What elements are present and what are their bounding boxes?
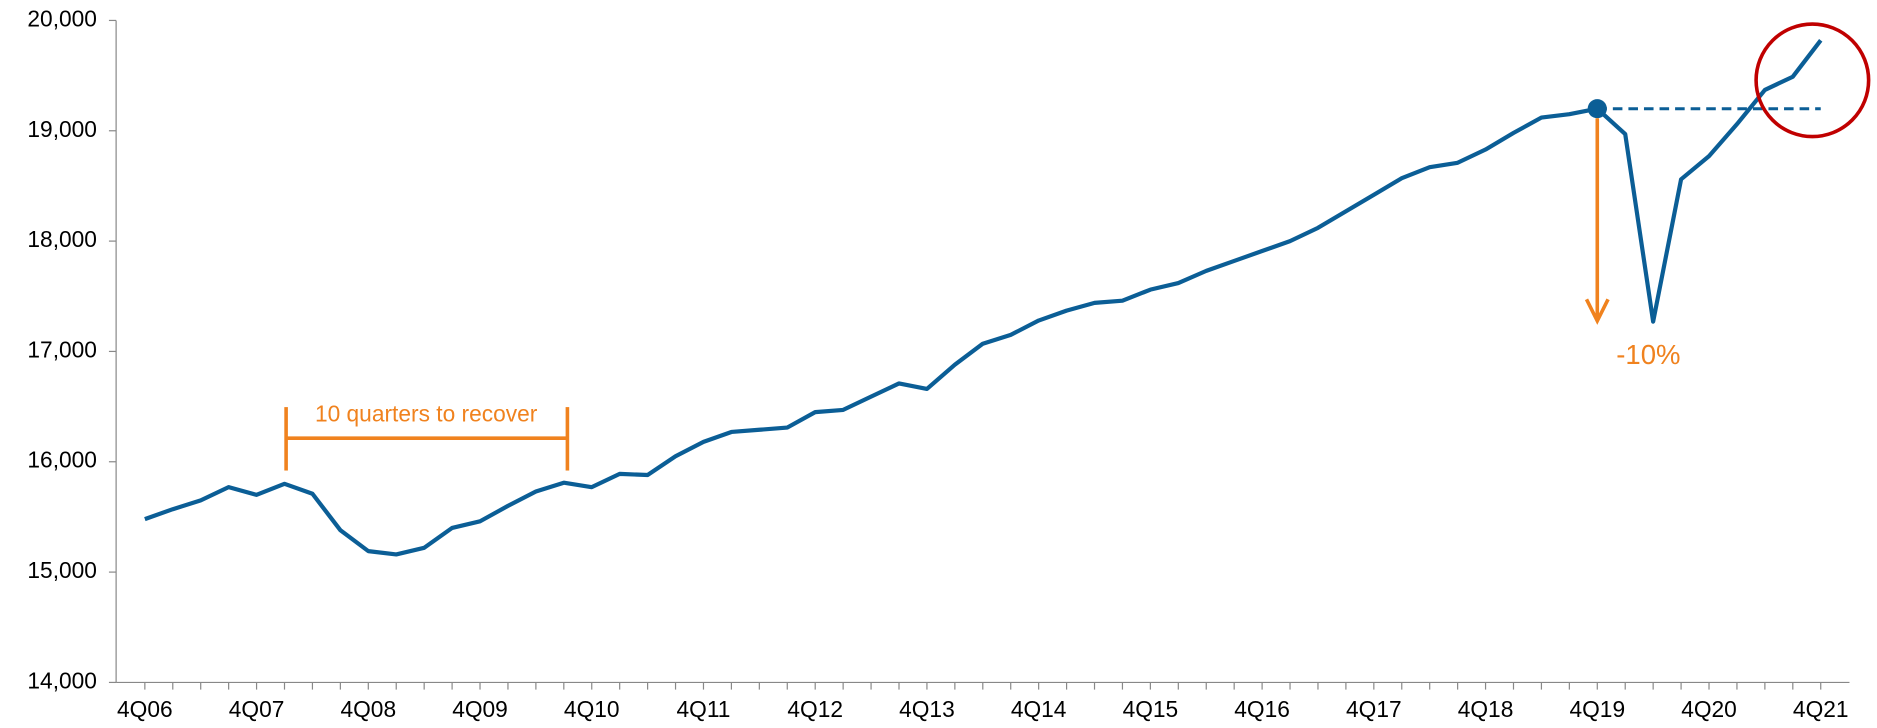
highlight-circle bbox=[1754, 22, 1871, 139]
x-tick-label: 4Q14 bbox=[1011, 696, 1067, 722]
series-line bbox=[144, 39, 1823, 557]
x-tick-label: 4Q06 bbox=[117, 696, 173, 722]
y-tick-label: 18,000 bbox=[27, 226, 97, 252]
x-tick-label: 4Q19 bbox=[1569, 696, 1625, 722]
y-tick-label: 14,000 bbox=[27, 667, 97, 693]
x-tick-label: 4Q20 bbox=[1681, 696, 1737, 722]
x-tick-label: 4Q16 bbox=[1234, 696, 1290, 722]
y-tick-label: 16,000 bbox=[27, 447, 97, 473]
x-tick-label: 4Q08 bbox=[340, 696, 396, 722]
recovery-annotation: 10 quarters to recover bbox=[315, 400, 538, 426]
x-tick-label: 4Q07 bbox=[229, 696, 285, 722]
y-tick-label: 15,000 bbox=[27, 557, 97, 583]
x-tick-label: 4Q11 bbox=[677, 696, 731, 722]
y-tick-label: 20,000 bbox=[27, 5, 97, 31]
x-tick-label: 4Q12 bbox=[787, 696, 843, 722]
x-tick-label: 4Q09 bbox=[452, 696, 508, 722]
x-tick-label: 4Q10 bbox=[564, 696, 620, 722]
peak-marker bbox=[1587, 99, 1607, 119]
drop-arrow-head bbox=[1584, 298, 1610, 325]
x-tick-label: 4Q15 bbox=[1123, 696, 1179, 722]
drop-annotation: -10% bbox=[1616, 339, 1680, 370]
x-tick-label: 4Q17 bbox=[1346, 696, 1402, 722]
x-tick-label: 4Q13 bbox=[899, 696, 955, 722]
x-tick-label: 4Q21 bbox=[1793, 696, 1849, 722]
y-tick-label: 17,000 bbox=[27, 336, 97, 362]
y-tick-label: 19,000 bbox=[27, 116, 97, 142]
x-tick-label: 4Q18 bbox=[1458, 696, 1514, 722]
